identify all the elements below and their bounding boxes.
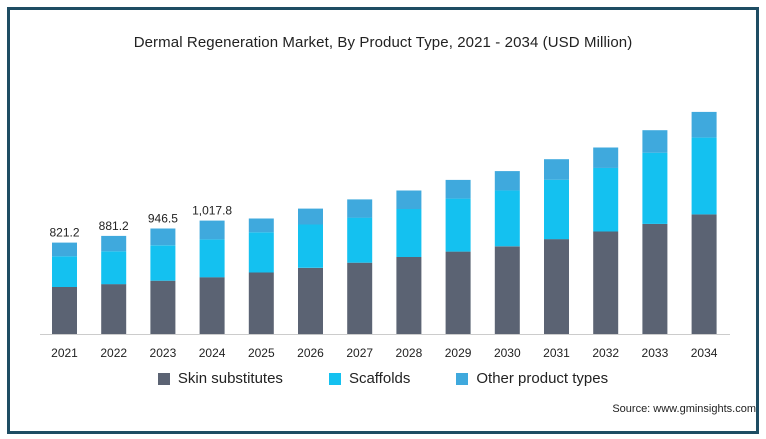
legend-swatch xyxy=(157,372,170,385)
x-tick-label: 2033 xyxy=(642,346,669,360)
bar-segment-other-product-types-2025 xyxy=(248,218,274,233)
legend-swatch xyxy=(328,372,341,385)
bar-segment-skin-substitutes-2024 xyxy=(199,277,225,334)
bar-segment-other-product-types-2024 xyxy=(199,220,225,240)
x-tick-label: 2029 xyxy=(445,346,472,360)
bar-segment-scaffolds-2034 xyxy=(691,137,717,215)
x-tick-label: 2032 xyxy=(592,346,619,360)
data-label: 881.2 xyxy=(99,219,129,233)
bar-segment-skin-substitutes-2021 xyxy=(52,287,77,334)
bar-segment-other-product-types-2023 xyxy=(150,228,176,246)
legend-label: Skin substitutes xyxy=(177,370,283,387)
bar-segment-skin-substitutes-2030 xyxy=(494,246,520,334)
bar-segment-skin-substitutes-2023 xyxy=(150,280,176,334)
data-label: 946.5 xyxy=(148,212,178,226)
bar-segment-scaffolds-2021 xyxy=(52,256,77,287)
x-tick-label: 2024 xyxy=(199,346,226,360)
bar-segment-scaffolds-2031 xyxy=(544,179,569,240)
bar-segment-other-product-types-2034 xyxy=(691,111,717,138)
x-tick-label: 2034 xyxy=(691,346,718,360)
bar-segment-skin-substitutes-2031 xyxy=(544,239,569,334)
bar-segment-scaffolds-2030 xyxy=(494,190,520,247)
bar-segment-skin-substitutes-2034 xyxy=(691,214,717,334)
x-tick-label: 2026 xyxy=(297,346,324,360)
bar-segment-scaffolds-2033 xyxy=(642,152,668,224)
data-label: 1,017.8 xyxy=(192,204,232,218)
x-tick-label: 2031 xyxy=(543,346,570,360)
x-tick-label: 2021 xyxy=(51,346,78,360)
bar-segment-scaffolds-2029 xyxy=(445,198,471,252)
x-tick-label: 2030 xyxy=(494,346,521,360)
bar-segment-other-product-types-2026 xyxy=(298,208,323,225)
chart-frame xyxy=(7,7,759,434)
bar-segment-skin-substitutes-2026 xyxy=(298,267,323,335)
bar-segment-scaffolds-2032 xyxy=(593,167,619,232)
bar-segment-skin-substitutes-2027 xyxy=(347,262,373,334)
x-tick-label: 2028 xyxy=(396,346,423,360)
chart-title: Dermal Regeneration Market, By Product T… xyxy=(133,34,633,51)
legend-item-other-product-types: Other product types xyxy=(456,370,608,387)
x-tick-label: 2025 xyxy=(248,346,275,360)
x-tick-label: 2027 xyxy=(346,346,373,360)
bar-segment-skin-substitutes-2033 xyxy=(642,223,668,334)
bar-segment-other-product-types-2028 xyxy=(396,190,422,209)
bar-segment-skin-substitutes-2029 xyxy=(445,251,471,334)
bar-segment-scaffolds-2027 xyxy=(347,217,373,263)
chart-legend: Skin substitutes Scaffolds Other product… xyxy=(0,370,766,387)
legend-label: Scaffolds xyxy=(348,370,411,387)
source-note: Source: www.gminsights.com xyxy=(612,403,756,415)
bar-segment-scaffolds-2028 xyxy=(396,208,422,257)
bar-segment-other-product-types-2027 xyxy=(347,199,373,218)
bar-segment-skin-substitutes-2028 xyxy=(396,257,422,334)
bar-segment-other-product-types-2030 xyxy=(494,171,520,191)
bar-segment-scaffolds-2022 xyxy=(101,251,127,285)
legend-swatch xyxy=(456,372,469,385)
bar-segment-skin-substitutes-2022 xyxy=(101,284,127,334)
legend-item-skin-substitutes: Skin substitutes xyxy=(157,370,283,387)
bar-segment-other-product-types-2031 xyxy=(544,159,569,180)
x-tick-label: 2023 xyxy=(150,346,177,360)
bar-segment-other-product-types-2021 xyxy=(52,242,77,257)
bar-segment-scaffolds-2026 xyxy=(298,224,323,268)
data-label: 821.2 xyxy=(49,226,79,240)
x-tick-label: 2022 xyxy=(100,346,127,360)
bar-segment-scaffolds-2023 xyxy=(150,245,176,281)
bar-segment-other-product-types-2032 xyxy=(593,147,619,168)
bar-segment-other-product-types-2033 xyxy=(642,130,668,153)
bar-segment-skin-substitutes-2025 xyxy=(248,272,274,334)
legend-label: Other product types xyxy=(476,370,609,387)
bar-segment-skin-substitutes-2032 xyxy=(593,231,619,334)
bar-segment-other-product-types-2029 xyxy=(445,179,471,199)
bar-segment-scaffolds-2025 xyxy=(248,232,274,273)
bar-segment-scaffolds-2024 xyxy=(199,239,225,278)
bar-segment-other-product-types-2022 xyxy=(101,235,127,252)
legend-item-scaffolds: Scaffolds xyxy=(328,370,411,387)
